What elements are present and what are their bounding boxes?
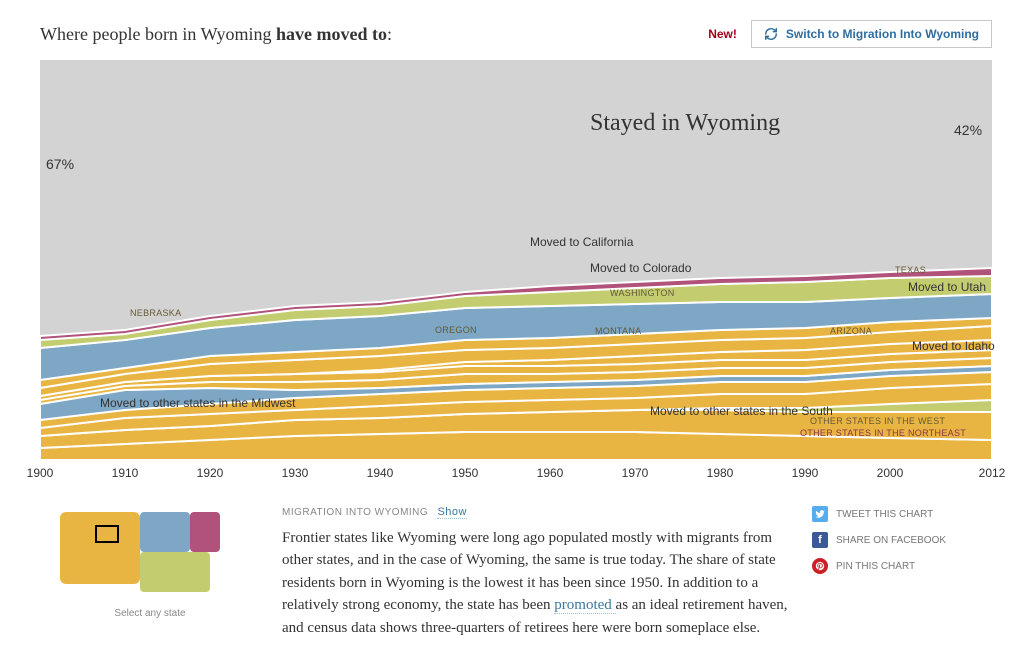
x-tick: 1980 [707, 466, 734, 480]
body-link[interactable]: promoted [554, 597, 615, 614]
region-northeast [190, 512, 220, 552]
chart-label: 67% [46, 156, 74, 172]
switch-direction-button[interactable]: Switch to Migration Into Wyoming [751, 20, 992, 48]
new-badge: New! [708, 27, 737, 41]
x-tick: 2012 [979, 466, 1006, 480]
share-pinterest[interactable]: PIN THIS CHART [812, 556, 992, 582]
chart-label: NEBRASKA [130, 308, 181, 318]
state-picker[interactable]: Select any state [40, 504, 260, 619]
x-tick: 2000 [877, 466, 904, 480]
header-actions: New! Switch to Migration Into Wyoming [708, 20, 992, 48]
x-tick: 1900 [27, 466, 54, 480]
description-column: MIGRATION INTO WYOMING Show Frontier sta… [282, 504, 790, 639]
share-facebook-label: SHARE ON FACEBOOK [836, 535, 946, 546]
title-suffix: : [387, 24, 392, 44]
region-west [60, 512, 140, 584]
chart-label: TEXAS [895, 265, 926, 275]
pinterest-icon [812, 558, 828, 574]
refresh-icon [764, 27, 778, 41]
x-tick: 1960 [537, 466, 564, 480]
chart-label: Moved to Idaho [912, 339, 995, 353]
chart-label: 42% [954, 122, 982, 138]
kicker: MIGRATION INTO WYOMING Show [282, 504, 790, 521]
share-twitter-label: TWEET THIS CHART [836, 509, 933, 520]
title-bold: have moved to [276, 24, 387, 44]
kicker-show-link[interactable]: Show [437, 506, 467, 519]
chart-label: Moved to Utah [908, 280, 986, 294]
x-tick: 1910 [112, 466, 139, 480]
page-title: Where people born in Wyoming have moved … [40, 24, 392, 45]
share-twitter[interactable]: TWEET THIS CHART [812, 504, 992, 530]
x-tick: 1950 [452, 466, 479, 480]
description-text: Frontier states like Wyoming were long a… [282, 527, 790, 640]
chart-label: ARIZONA [830, 326, 872, 336]
share-pinterest-label: PIN THIS CHART [836, 561, 915, 572]
header: Where people born in Wyoming have moved … [40, 20, 992, 48]
map-caption: Select any state [40, 608, 260, 619]
chart-label: Moved to California [530, 235, 633, 249]
share-column: TWEET THIS CHART f SHARE ON FACEBOOK PIN… [812, 504, 992, 582]
footer: Select any state MIGRATION INTO WYOMING … [40, 504, 992, 639]
kicker-label: MIGRATION INTO WYOMING [282, 507, 428, 518]
us-mini-map-icon [60, 504, 240, 604]
chart-label: OTHER STATES IN THE NORTHEAST [800, 428, 966, 438]
x-tick: 1970 [622, 466, 649, 480]
chart-label: MONTANA [595, 326, 641, 336]
switch-button-label: Switch to Migration Into Wyoming [786, 27, 979, 41]
chart-label: Moved to Colorado [590, 261, 691, 275]
region-midwest [140, 512, 190, 552]
chart-label: WASHINGTON [610, 288, 675, 298]
x-tick: 1940 [367, 466, 394, 480]
chart-label: Moved to other states in the Midwest [100, 396, 295, 410]
chart-label: Stayed in Wyoming [590, 110, 780, 137]
region-south [140, 552, 210, 592]
chart-label: OREGON [435, 325, 477, 335]
migration-chart[interactable]: 67% 42% Stayed in Wyoming Moved to Californ… [40, 60, 992, 460]
title-prefix: Where people born in Wyoming [40, 24, 276, 44]
x-tick: 1920 [197, 466, 224, 480]
share-facebook[interactable]: f SHARE ON FACEBOOK [812, 530, 992, 556]
twitter-icon [812, 506, 828, 522]
facebook-icon: f [812, 532, 828, 548]
x-tick: 1930 [282, 466, 309, 480]
x-tick: 1990 [792, 466, 819, 480]
chart-label: Moved to other states in the South [650, 404, 833, 418]
x-axis: 1900191019201930194019501960197019801990… [40, 464, 992, 486]
